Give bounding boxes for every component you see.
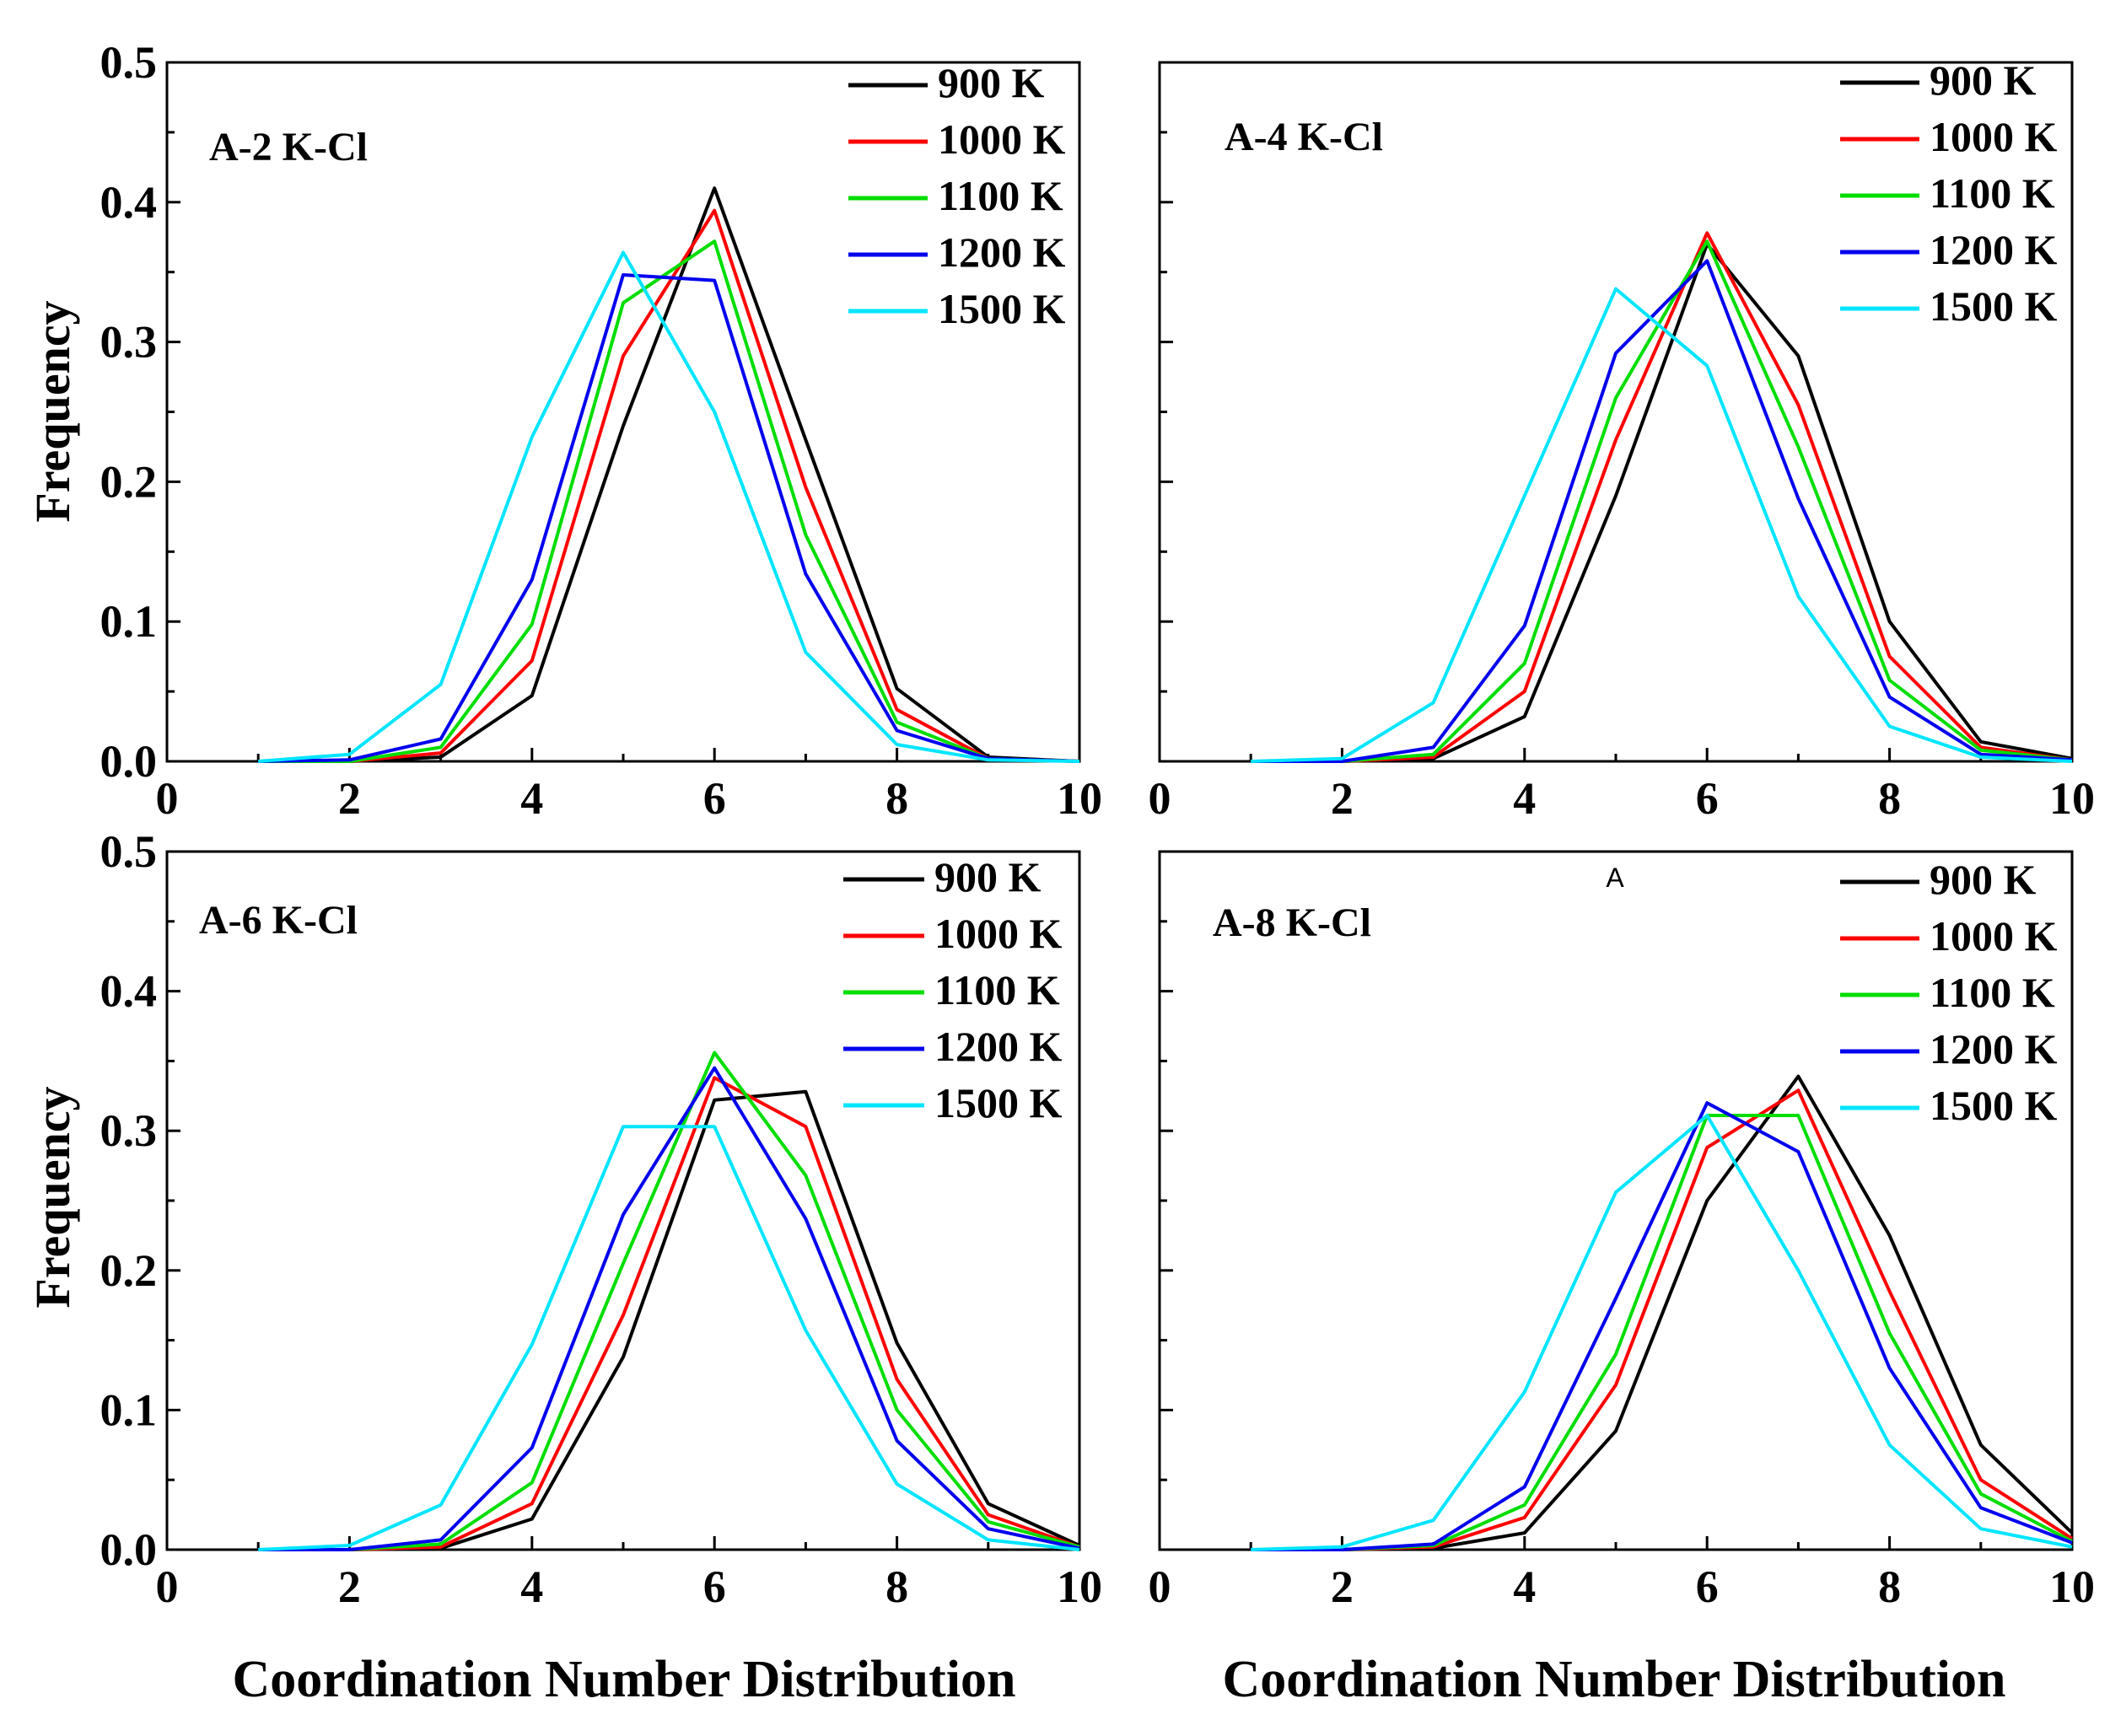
- y-axis-label-top: Frequency: [25, 300, 80, 522]
- legend-label: 1000 K: [1930, 113, 2058, 160]
- x-tick-label: 0: [1149, 773, 1171, 824]
- legend-label: 1200 K: [934, 1023, 1063, 1070]
- x-tick-label: 8: [1878, 1561, 1901, 1612]
- series-line-1100k: [258, 239, 1080, 763]
- legend-label: 900 K: [934, 853, 1042, 900]
- x-tick-label: 4: [520, 1561, 543, 1612]
- stray-annotation: A: [1606, 863, 1624, 893]
- series-line-1100k: [1251, 239, 2073, 763]
- panel-a8-kcl: 0 2 4 6 8 10 A-8 K-Cl 900 K 1000 K 1100 K 1200 K 15…: [1149, 850, 2095, 1612]
- x-tick-label: 4: [1513, 1561, 1536, 1612]
- x-tick-label: 2: [1331, 773, 1354, 824]
- panel-a6-kcl: 0 2 4 6 8 10 0.0 0.1 0.2 0.3 0.4 0.5 A-6 K-Cl 900 K 10…: [100, 826, 1103, 1612]
- x-tick-label: 2: [338, 773, 361, 824]
- panel-a4-kcl: 0 2 4 6 8 10 A-4 K-Cl 900 K 1000 K 1100 K 1200 K 15…: [1149, 56, 2096, 824]
- legend-label: 1500 K: [938, 285, 1066, 332]
- series-line-1200k: [258, 273, 1080, 763]
- series-line-1500k: [258, 250, 1080, 763]
- x-tick-label: 0: [156, 1561, 179, 1612]
- y-tick-label: 0.2: [100, 1245, 158, 1296]
- x-tick-label: 8: [1878, 773, 1901, 824]
- y-tick-label: 0.5: [100, 37, 158, 88]
- y-tick-label: 0.4: [100, 177, 158, 228]
- legend-label: 1100 K: [938, 172, 1063, 219]
- panel-a2-kcl: 0 2 4 6 8 10 0.0 0.1 0.2 0.3 0.4 0.5 A-2 K-Cl 900 K 10…: [100, 37, 1103, 824]
- x-tick-label: 2: [338, 1561, 361, 1612]
- x-tick-label: 10: [1057, 773, 1102, 824]
- x-tick-label: 4: [520, 773, 543, 824]
- legend-label: 1100 K: [1930, 169, 2055, 217]
- x-tick-label: 0: [1149, 1561, 1171, 1612]
- x-tick-label: 6: [703, 773, 726, 824]
- x-tick-label: 10: [2049, 773, 2095, 824]
- y-tick-label: 0.0: [100, 736, 158, 787]
- y-tick-label: 0.2: [100, 456, 158, 507]
- y-tick-label: 0.1: [100, 596, 158, 647]
- legend-label: 1500 K: [934, 1079, 1063, 1126]
- series-line-1500k: [1251, 287, 2073, 763]
- x-tick-label: 2: [1331, 1561, 1354, 1612]
- legend-label: 1200 K: [1930, 1025, 2058, 1072]
- x-tick-label: 6: [1696, 1561, 1719, 1612]
- x-tick-label: 8: [885, 1561, 908, 1612]
- y-tick-label: 0.4: [100, 966, 158, 1017]
- legend-label: 1100 K: [1930, 969, 2055, 1016]
- legend-label: 1500 K: [1930, 282, 2058, 330]
- legend-label: 1000 K: [938, 116, 1066, 163]
- plot-frame: [1158, 61, 2074, 763]
- legend-label: 900 K: [1930, 56, 2037, 104]
- legend-label: 900 K: [938, 59, 1045, 106]
- y-tick-label: 0.0: [100, 1524, 158, 1575]
- series-line-900k: [1251, 1074, 2074, 1551]
- panel-title: A-8 K-Cl: [1213, 900, 1371, 945]
- series-line-1500k: [1251, 1114, 2073, 1551]
- legend-label: 1200 K: [1930, 226, 2058, 273]
- series-line-1200k: [1251, 1101, 2073, 1551]
- x-tick-label: 10: [1057, 1561, 1102, 1612]
- x-axis-label-left: Coordination Number Distribution: [233, 1651, 1016, 1708]
- x-tick-label: 8: [885, 773, 908, 824]
- x-tick-label: 0: [156, 773, 179, 824]
- legend-label: 1200 K: [938, 228, 1066, 276]
- y-tick-label: 0.3: [100, 317, 158, 368]
- legend-label: 1000 K: [934, 910, 1063, 957]
- series-line-1100k: [1251, 1114, 2073, 1551]
- series-line-1200k: [1251, 259, 2073, 763]
- panel-title: A-2 K-Cl: [209, 125, 368, 169]
- legend-label: 1100 K: [934, 966, 1060, 1013]
- panel-title: A-6 K-Cl: [199, 898, 358, 943]
- x-tick-label: 6: [703, 1561, 726, 1612]
- series-line-1000k: [258, 208, 1080, 763]
- series-line-1100k: [258, 1051, 1080, 1551]
- y-tick-label: 0.5: [100, 826, 158, 877]
- y-axis-label-bottom: Frequency: [25, 1086, 80, 1308]
- x-tick-label: 4: [1513, 773, 1536, 824]
- series-line-1500k: [258, 1125, 1080, 1551]
- x-tick-label: 10: [2049, 1561, 2095, 1612]
- legend-label: 1500 K: [1930, 1082, 2058, 1129]
- series-line-1000k: [258, 1076, 1080, 1551]
- legend-label: 900 K: [1930, 856, 2037, 903]
- x-axis-label-right: Coordination Number Distribution: [1223, 1651, 2006, 1708]
- series-line-900k: [258, 186, 1080, 763]
- series-line-1200k: [258, 1066, 1080, 1551]
- y-tick-label: 0.3: [100, 1105, 158, 1156]
- x-tick-label: 6: [1696, 773, 1719, 824]
- y-tick-label: 0.1: [100, 1384, 158, 1435]
- panel-title: A-4 K-Cl: [1225, 115, 1383, 159]
- legend-label: 1000 K: [1930, 912, 2058, 959]
